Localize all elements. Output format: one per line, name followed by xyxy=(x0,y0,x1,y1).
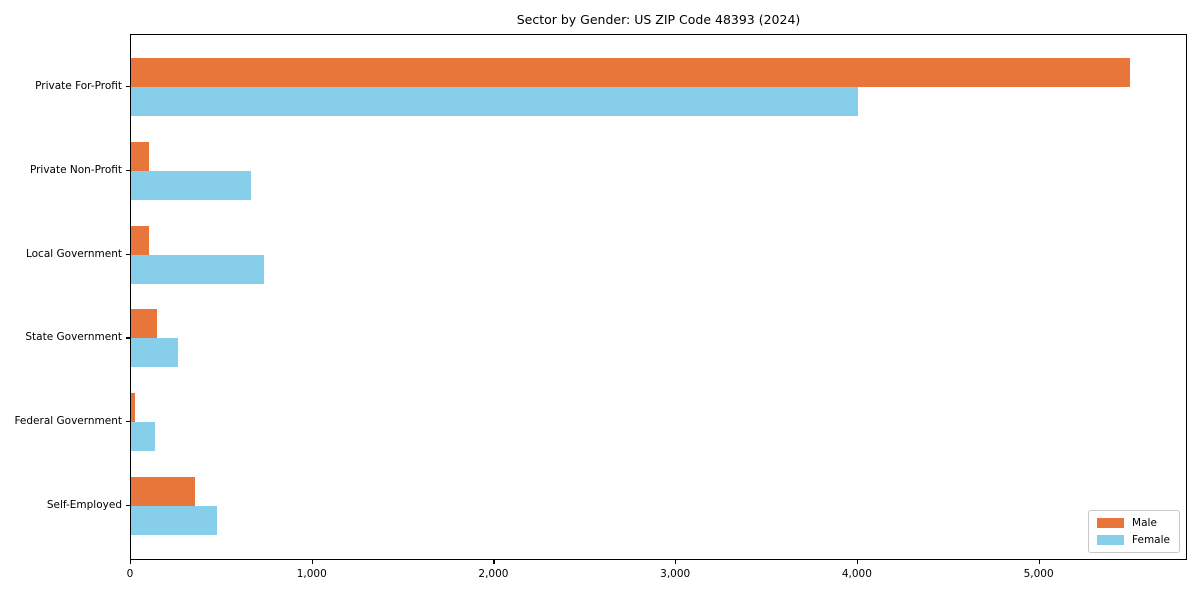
x-axis-tick-label: 1,000 xyxy=(296,568,327,580)
bar-female-local-government xyxy=(131,254,264,284)
legend-label-female: Female xyxy=(1132,534,1170,546)
x-axis-tick-label: 2,000 xyxy=(478,568,509,580)
bar-male-local-government xyxy=(131,225,150,255)
plot-area: Male Female xyxy=(130,34,1187,560)
male-series-swatch-icon xyxy=(1097,518,1125,528)
x-axis-tick-label: 5,000 xyxy=(1023,568,1054,580)
x-axis-tick-mark xyxy=(493,560,495,564)
bar-male-federal-government xyxy=(131,393,135,423)
x-axis-tick-label: 3,000 xyxy=(660,568,691,580)
bar-female-federal-government xyxy=(131,422,155,452)
bar-male-private-non-profit xyxy=(131,141,150,171)
y-axis-category-label: Self-Employed xyxy=(46,499,122,511)
y-axis-tick-mark xyxy=(126,86,130,88)
chart-title: Sector by Gender: US ZIP Code 48393 (202… xyxy=(516,12,801,27)
x-axis-tick-mark xyxy=(856,560,859,564)
bar-female-self-employed xyxy=(131,506,218,535)
x-axis-tick-label: 0 xyxy=(126,568,134,580)
x-axis-tick-mark xyxy=(311,560,313,564)
x-axis-tick-mark xyxy=(1038,560,1040,564)
bar-male-private-for-profit xyxy=(131,58,1131,87)
x-axis-tick-mark xyxy=(130,560,132,564)
y-axis-category-label: Local Government xyxy=(25,247,122,260)
y-axis-category-label: Private For-Profit xyxy=(35,80,122,92)
y-axis-category-label: State Government xyxy=(25,331,122,344)
x-axis-tick-label: 4,000 xyxy=(841,568,872,580)
x-axis-tick-mark xyxy=(675,560,677,564)
legend-entry-male: Male xyxy=(1097,517,1170,529)
y-axis-tick-mark xyxy=(126,421,130,423)
bar-male-state-government xyxy=(131,309,158,339)
bar-female-private-for-profit xyxy=(131,87,858,116)
bar-female-private-non-profit xyxy=(131,170,251,200)
bar-male-self-employed xyxy=(131,477,195,506)
y-axis-category-label: Federal Government xyxy=(14,415,122,428)
y-axis-tick-mark xyxy=(126,337,130,339)
legend: Male Female xyxy=(1088,510,1180,553)
y-axis-category-label: Private Non-Profit xyxy=(29,163,122,176)
legend-entry-female: Female xyxy=(1097,534,1170,546)
legend-label-male: Male xyxy=(1132,517,1157,529)
female-series-swatch-icon xyxy=(1097,535,1125,545)
y-axis-tick-mark xyxy=(126,505,130,507)
y-axis-tick-mark xyxy=(126,253,130,255)
y-axis-tick-mark xyxy=(126,169,130,171)
bar-female-state-government xyxy=(131,338,179,368)
